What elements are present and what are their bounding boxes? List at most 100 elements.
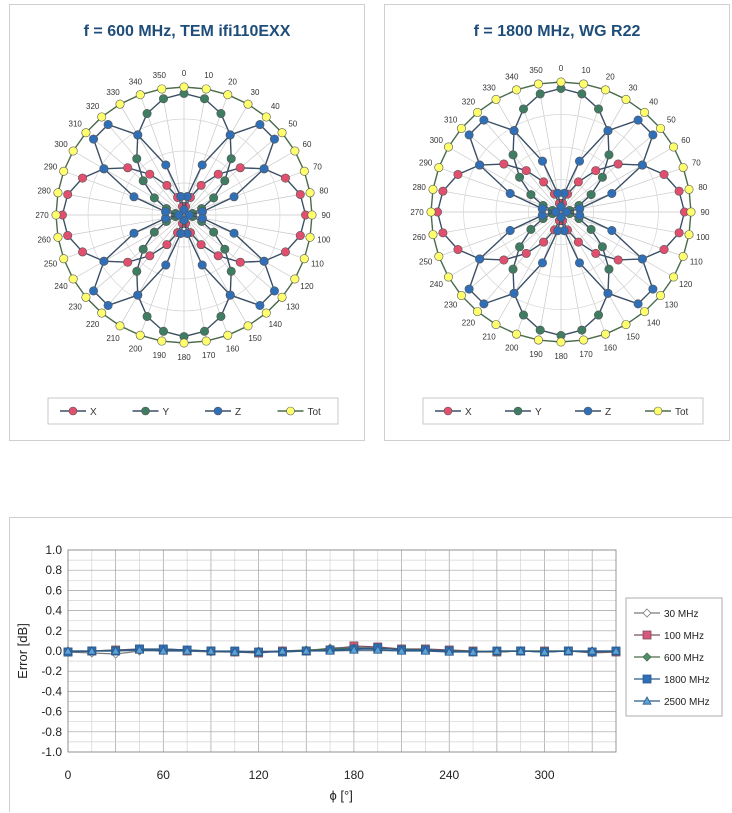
point-Z — [505, 225, 515, 235]
angle-tick-label: 90 — [701, 208, 710, 217]
point-Y — [518, 104, 528, 114]
ring — [87, 118, 281, 312]
angle-tick-label: 150 — [626, 333, 640, 342]
angle-tick-label: 290 — [419, 159, 433, 168]
marker-triangle — [301, 646, 311, 655]
point-Tot — [243, 321, 253, 331]
point-Tot — [59, 254, 69, 264]
point-X — [539, 177, 549, 187]
angle-tick-label: 190 — [153, 351, 167, 360]
point-Tot — [157, 84, 167, 94]
x-tick-label: 300 — [535, 768, 555, 782]
y-tick-label: 0.0 — [45, 644, 62, 658]
legend-marker — [513, 406, 523, 416]
point-Z — [553, 226, 563, 236]
point-Z — [129, 228, 139, 238]
marker-triangle — [325, 646, 335, 655]
angle-tick-label: 120 — [300, 282, 314, 291]
marker-triangle — [63, 646, 73, 655]
point-Y — [526, 224, 536, 234]
angle-tick-label: 300 — [430, 136, 444, 145]
point-Tot — [223, 90, 233, 100]
point-Y — [597, 172, 607, 182]
angle-tick-label: 30 — [251, 88, 260, 97]
point-Z — [259, 164, 269, 174]
point-X — [613, 255, 623, 265]
series-Z — [464, 115, 658, 309]
point-Z — [538, 156, 548, 166]
angle-tick-label: 40 — [271, 102, 280, 111]
point-Y — [158, 326, 168, 336]
ring — [528, 179, 594, 245]
marker-square — [642, 630, 652, 640]
point-Z — [509, 126, 519, 136]
point-Z — [255, 300, 265, 310]
point-X — [123, 163, 133, 173]
angle-tick-label: 60 — [303, 140, 312, 149]
point-Y — [158, 94, 168, 104]
marker-triangle — [349, 645, 359, 654]
angle-tick-label: 70 — [313, 162, 322, 171]
x-tick-label: 180 — [344, 768, 364, 782]
point-X — [521, 248, 531, 258]
polar-plot-svg: 0 102030405060708090100110120130140150160… — [410, 64, 710, 425]
point-Tot — [223, 330, 233, 340]
point-Z — [269, 286, 279, 296]
angle-tick-label: 230 — [69, 302, 83, 311]
polar-chart-600mhz: f = 600 MHz, TEM ifi110EXX 0 10 20 30 40 50 60… — [9, 4, 365, 441]
point-Tot — [533, 79, 543, 89]
point-Tot — [512, 85, 522, 95]
point-Y — [138, 244, 148, 254]
angle-tick-label: 50 — [288, 120, 297, 129]
angle-tick-label: 200 — [129, 344, 143, 353]
y-axis-label: Error [dB] — [15, 623, 30, 679]
point-X — [591, 248, 601, 258]
point-Z — [551, 207, 561, 217]
point-X — [613, 159, 623, 169]
point-X — [539, 237, 549, 247]
marker-triangle — [110, 646, 121, 655]
legend-label: 600 MHz — [664, 653, 704, 664]
legend: X Y Z Tot — [47, 397, 339, 425]
point-X — [123, 257, 133, 267]
legend-marker — [653, 406, 663, 416]
point-Z — [607, 189, 617, 199]
y-tick-label: -1.0 — [41, 745, 62, 759]
legend-marker — [583, 406, 593, 416]
point-Tot — [684, 230, 694, 240]
polar-plot-svg: 0 102030405060708090100110120130140150160… — [35, 69, 339, 425]
point-X — [63, 189, 73, 199]
point-Z — [509, 288, 519, 298]
marker-triangle — [563, 646, 574, 655]
point-Z — [633, 299, 643, 309]
point-Z — [129, 192, 139, 202]
point-Tot — [115, 99, 125, 109]
point-X — [280, 173, 290, 183]
legend-label-Z: Z — [605, 407, 611, 418]
point-Z — [133, 290, 143, 300]
point-Tot — [426, 207, 436, 217]
point-Z — [603, 288, 613, 298]
point-X — [162, 180, 172, 190]
legend-label-Tot: Tot — [675, 407, 689, 418]
angle-tick-label: 310 — [69, 120, 83, 129]
legend-marker — [213, 406, 223, 416]
marker-triangle — [373, 645, 383, 654]
polar-chart-1800mhz: f = 1800 MHz, WG R22 0 10 20 30 40 50 60 70 80 90… — [384, 4, 730, 441]
point-Z — [633, 115, 643, 125]
point-Y — [216, 109, 226, 119]
point-Z — [574, 258, 584, 268]
point-X — [674, 228, 684, 238]
point-X — [659, 169, 669, 179]
y-tick-label: 1.0 — [45, 543, 62, 557]
point-Z — [637, 254, 647, 264]
y-tick-label: 0.2 — [45, 624, 62, 638]
point-X — [659, 245, 669, 255]
legend-box — [625, 597, 723, 717]
point-Y — [535, 325, 545, 335]
point-Tot — [640, 107, 650, 117]
point-Tot — [621, 320, 631, 330]
point-X — [235, 257, 245, 267]
point-Y — [577, 89, 587, 99]
point-Z — [537, 204, 547, 214]
